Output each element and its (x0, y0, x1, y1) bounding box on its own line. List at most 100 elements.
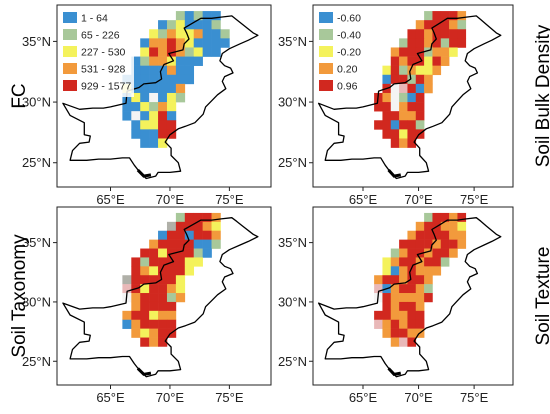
grid-cell (424, 293, 433, 303)
grid-cell (202, 47, 212, 57)
grid-cell (175, 230, 186, 240)
grid-cell (140, 301, 150, 312)
grid-cell (424, 38, 433, 48)
grid-cell (131, 319, 141, 329)
grid-cell (382, 65, 392, 76)
grid-cell (166, 111, 177, 121)
grid-cell (374, 310, 383, 321)
grid-cell (175, 20, 186, 30)
grid-cell (175, 56, 186, 66)
grid-cell (140, 111, 150, 121)
lon-tick-label: 70°E (404, 192, 433, 207)
grid-cell (432, 239, 442, 249)
grid-cell (390, 102, 400, 112)
grid-cell (202, 212, 212, 223)
grid-cell (175, 248, 186, 258)
grid-cell (122, 284, 132, 294)
grid-cell (399, 248, 408, 258)
grid-cell (158, 102, 168, 112)
grid-cell (140, 74, 150, 85)
grid-cell (399, 129, 408, 139)
country-outline (62, 15, 259, 180)
grid-cell (184, 11, 195, 21)
grid-cell (140, 310, 150, 321)
grid-cell (424, 83, 433, 94)
grid-cell (432, 65, 442, 76)
grid-cell (158, 129, 168, 139)
grid-cell (390, 257, 400, 267)
grid-cell (131, 56, 141, 66)
grid-cell (407, 239, 417, 249)
grid-cell (415, 293, 425, 303)
grid-cell (382, 257, 392, 267)
panel-title: Soil Bulk Density (533, 24, 550, 167)
grid-cell (211, 38, 221, 48)
map-frame (56, 4, 272, 188)
legend-swatch (319, 80, 333, 91)
legend-swatch (319, 63, 333, 74)
grid-cell (449, 11, 458, 21)
grid-cell (415, 102, 425, 112)
grid-cell (449, 221, 458, 232)
grid-cell (158, 319, 168, 329)
grid-cell (399, 138, 408, 148)
grid-cell (166, 239, 177, 249)
grid-cell (415, 284, 425, 294)
grid-cell (415, 239, 425, 249)
grid-cell (131, 301, 141, 312)
grid-cell (382, 74, 392, 85)
grid-cell (149, 56, 159, 66)
grid-cell (432, 56, 442, 66)
grid-cell (149, 319, 159, 329)
grid-cell (149, 328, 159, 338)
grid-cell (131, 293, 141, 303)
grid-cell (432, 11, 442, 21)
grid-cell (440, 257, 450, 267)
grid-cell (415, 111, 425, 121)
grid-cell (175, 257, 186, 267)
grid-cell (175, 212, 186, 223)
grid-cell (399, 120, 408, 130)
grid-cell (390, 310, 400, 321)
grid-cell (193, 239, 203, 249)
grid-cell (149, 92, 159, 103)
legend-swatch (63, 80, 77, 91)
grid-cell (399, 319, 408, 329)
grid-cell (440, 29, 450, 39)
grid-cell (131, 111, 141, 121)
lon-tick-label: 75°E (460, 390, 489, 405)
legend-label: 929 - 1577 (81, 81, 131, 93)
grid-cell (184, 74, 195, 85)
grid-cell (193, 221, 203, 232)
grid-cell (390, 248, 400, 258)
grid-cell (122, 111, 132, 121)
grid-cell (424, 74, 433, 85)
grid-cell (211, 221, 221, 232)
grid-cell (175, 284, 186, 294)
grid-cell (382, 301, 392, 312)
grid-cell (202, 29, 212, 39)
grid-cell (211, 230, 221, 240)
grid-cell (415, 230, 425, 240)
grid-cell (399, 38, 408, 48)
grid-cell (149, 74, 159, 85)
grid-cell (407, 74, 417, 85)
grid-cell (166, 92, 177, 103)
grid-cell (158, 284, 168, 294)
grid-cell (424, 284, 433, 294)
grid-cell (399, 65, 408, 76)
country-outline (62, 217, 259, 378)
grid-cell (149, 29, 159, 39)
grid-cell (399, 83, 408, 94)
grid-cell (166, 310, 177, 321)
lon-tick-label: 65°E (96, 390, 125, 405)
grid-cell (415, 319, 425, 329)
grid-cell (399, 328, 408, 338)
grid-cell (175, 239, 186, 249)
grid-cell (140, 129, 150, 139)
grid-cell (149, 284, 159, 294)
grid-cell (140, 257, 150, 267)
grid-cell (407, 29, 417, 39)
grid-cell (166, 102, 177, 112)
